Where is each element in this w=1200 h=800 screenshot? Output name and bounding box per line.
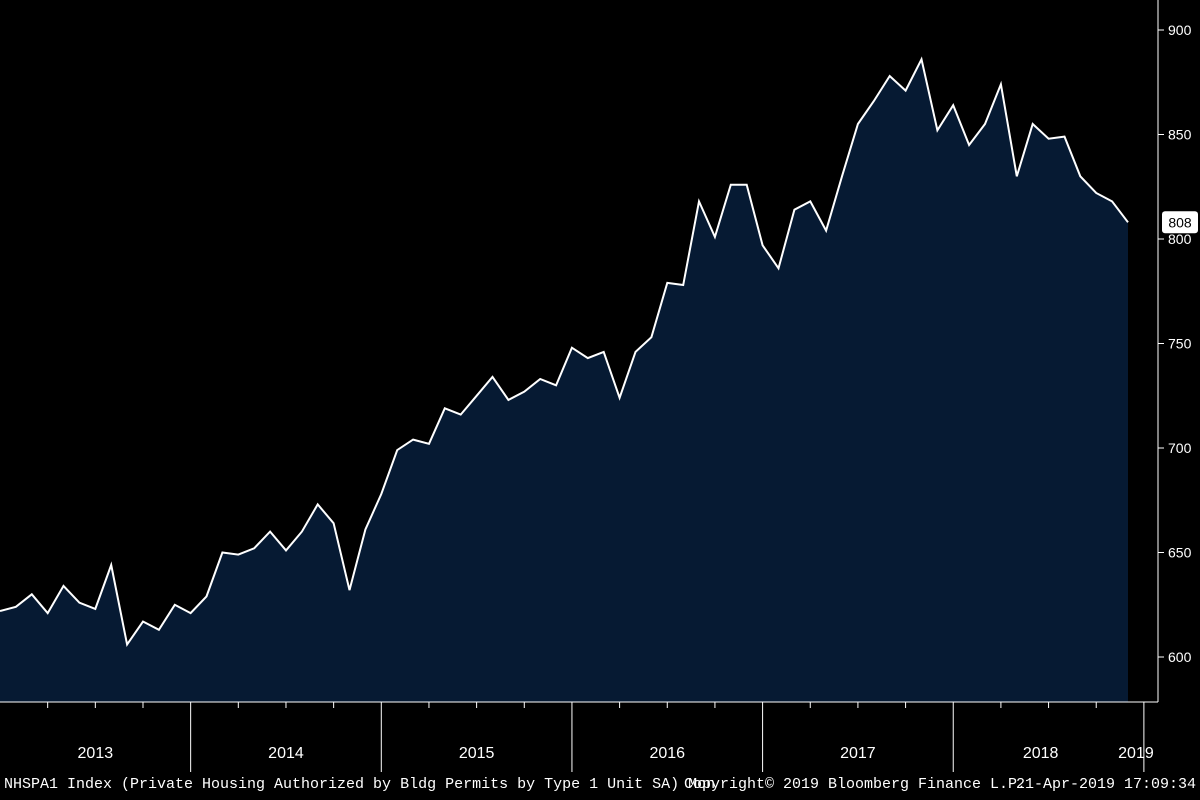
x-year-label: 2016 xyxy=(649,745,685,762)
area-fill xyxy=(0,59,1128,703)
y-tick-label: 600 xyxy=(1168,649,1192,665)
last-value-marker: 808 xyxy=(1162,211,1198,234)
footer-ticker-description: NHSPA1 Index (Private Housing Authorized… xyxy=(4,776,716,793)
last-value-box xyxy=(1162,211,1198,234)
y-tick-label: 700 xyxy=(1168,440,1192,456)
x-axis-year-ticks: 2013 2014 2015 2016 2017 2018 2019 xyxy=(47,702,1154,772)
footer-bar: NHSPA1 Index (Private Housing Authorized… xyxy=(0,772,1200,800)
y-tick-label: 850 xyxy=(1168,127,1192,143)
y-tick-label: 650 xyxy=(1168,545,1192,561)
x-year-label: 2019 xyxy=(1118,745,1154,762)
x-year-label: 2017 xyxy=(840,745,876,762)
footer-timestamp: 21-Apr-2019 17:09:34 xyxy=(1015,776,1196,793)
last-value-label: 808 xyxy=(1168,214,1192,230)
x-year-label: 2013 xyxy=(78,745,114,762)
y-tick-label: 900 xyxy=(1168,22,1192,38)
y-tick-label: 750 xyxy=(1168,336,1192,352)
y-tick-label: 800 xyxy=(1168,231,1192,247)
x-year-label: 2018 xyxy=(1023,745,1059,762)
footer-copyright: Copyright© 2019 Bloomberg Finance L.P. xyxy=(684,776,1027,793)
series-line xyxy=(0,56,1129,648)
x-year-label: 2014 xyxy=(268,745,304,762)
x-year-label: 2015 xyxy=(459,745,495,762)
y-axis-ticks: 600 650 700 750 800 850 900 xyxy=(1158,22,1192,665)
